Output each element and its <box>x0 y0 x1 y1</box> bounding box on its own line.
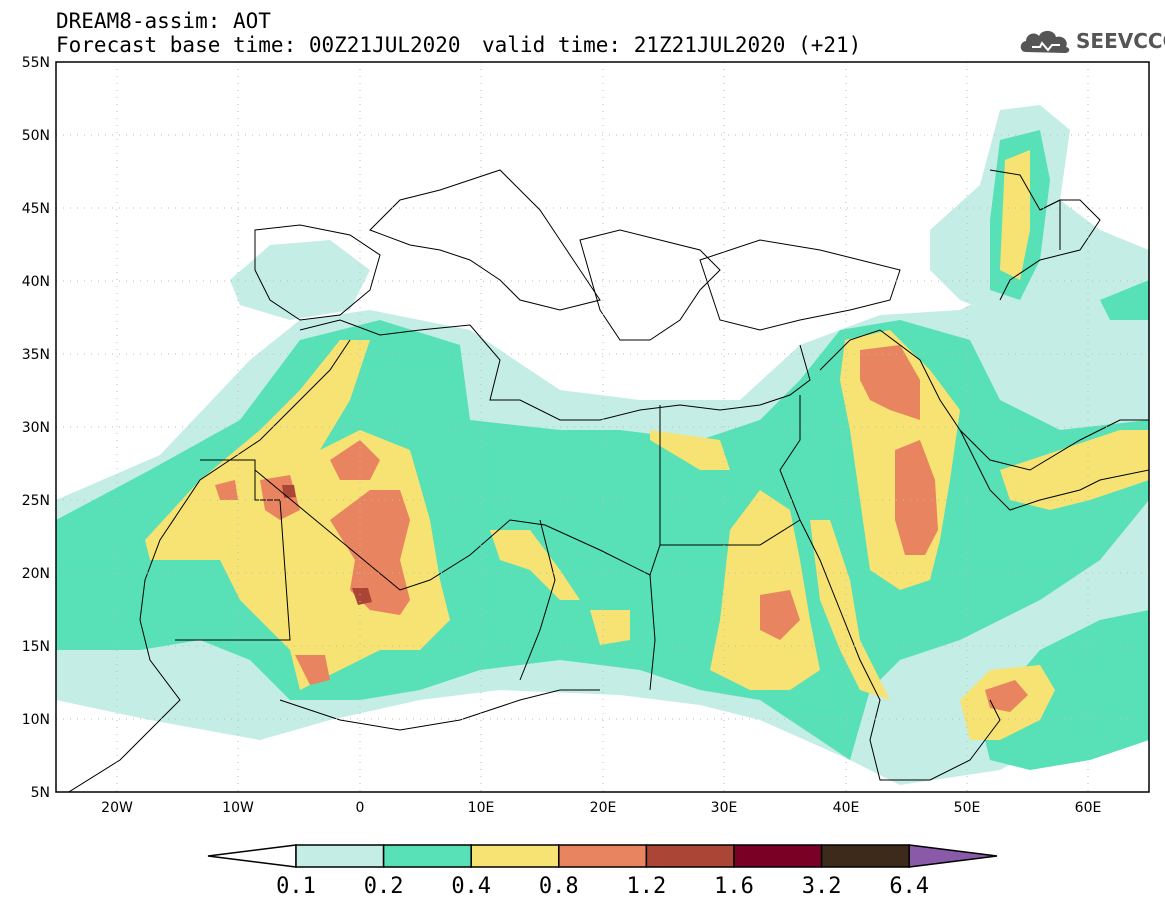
lat-label: 40N <box>22 274 50 290</box>
lon-label: 10W <box>222 800 254 816</box>
logo-text: SEEVCCC <box>1076 29 1165 53</box>
colorbar-below-arrow <box>207 844 297 868</box>
lat-label: 55N <box>22 55 50 71</box>
colorbar-label: 6.4 <box>889 874 929 899</box>
lon-label: 10E <box>468 800 495 816</box>
lat-label: 25N <box>22 493 50 509</box>
colorbar-label: 0.1 <box>276 874 316 899</box>
colorbar-swatch <box>820 844 910 868</box>
lat-label: 10N <box>22 712 50 728</box>
lon-label: 40E <box>833 800 860 816</box>
map-frame <box>55 61 1150 793</box>
forecast-base-time: Forecast base time: 00Z21JUL2020 <box>56 33 461 57</box>
longitude-labels: 20W 10W 0 10E 20E 30E 40E 50E 60E <box>101 800 1101 816</box>
lat-label: 5N <box>31 785 50 801</box>
coastlines <box>67 169 1149 792</box>
lon-label: 20E <box>590 800 617 816</box>
lat-label: 50N <box>22 128 50 144</box>
colorbar-above-arrow <box>908 844 998 868</box>
colorbar-swatch <box>295 844 385 868</box>
colorbar-labels: 0.1 0.2 0.4 0.8 1.2 1.6 3.2 6.4 <box>276 874 929 899</box>
colorbar-label: 1.6 <box>714 874 754 899</box>
lon-label: 0 <box>356 800 365 816</box>
seevccc-logo: SEEVCCC <box>1018 24 1165 58</box>
latitude-labels: 55N 50N 45N 40N 35N 30N 25N 20N 15N 10N … <box>22 55 50 801</box>
colorbar-swatch <box>558 844 648 868</box>
lat-label: 15N <box>22 639 50 655</box>
lon-label: 20W <box>101 800 133 816</box>
colorbar <box>207 844 998 868</box>
colorbar-swatch <box>733 844 823 868</box>
colorbar-label: 0.2 <box>364 874 404 899</box>
colorbar-label: 0.4 <box>451 874 491 899</box>
lon-label: 30E <box>711 800 738 816</box>
lat-label: 35N <box>22 347 50 363</box>
colorbar-label: 1.2 <box>627 874 667 899</box>
map-title: DREAM8-assim: AOT <box>56 9 271 33</box>
cloud-icon <box>1020 30 1070 53</box>
colorbar-swatch <box>645 844 735 868</box>
lat-label: 30N <box>22 420 50 436</box>
lon-label: 50E <box>954 800 981 816</box>
valid-time: valid time: 21Z21JUL2020 (+21) <box>482 33 862 57</box>
graticule <box>56 62 1149 792</box>
colorbar-label: 3.2 <box>802 874 842 899</box>
colorbar-swatch <box>382 844 472 868</box>
lat-label: 20N <box>22 566 50 582</box>
lon-label: 60E <box>1075 800 1102 816</box>
colorbar-swatch <box>470 844 560 868</box>
lat-label: 45N <box>22 201 50 217</box>
colorbar-label: 0.8 <box>539 874 579 899</box>
